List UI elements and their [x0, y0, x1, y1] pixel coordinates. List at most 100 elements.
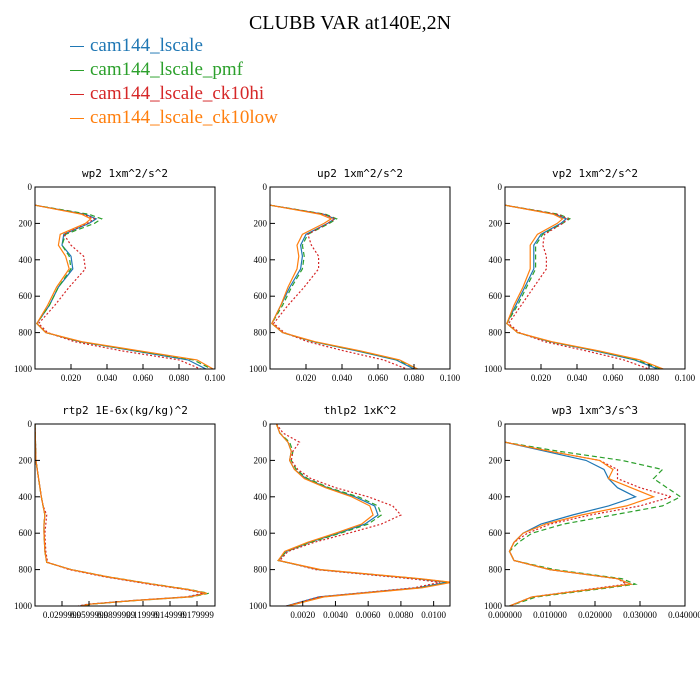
- subplot-title: up2 1xm^2/s^2: [317, 167, 403, 180]
- subplot-title: wp3 1xm^3/s^3: [552, 404, 638, 417]
- x-tick-label: 0.040: [567, 373, 588, 383]
- y-tick-label: 1000: [484, 364, 503, 374]
- y-tick-label: 400: [254, 255, 268, 265]
- y-tick-label: 400: [19, 255, 33, 265]
- plot-frame: [504, 423, 686, 607]
- plot-frame: [504, 186, 686, 370]
- legend-swatch: [70, 70, 84, 71]
- subplot-4: rtp2 1E-6x(kg/kg)^2 0 200 400 600 800 1000 0.02…: [14, 404, 216, 620]
- plot-frame: [269, 423, 451, 607]
- series-line-3: [505, 204, 650, 369]
- legend-label: cam144_lscale_pmf: [90, 59, 244, 80]
- legend-label: cam144_lscale_ck10low: [90, 107, 278, 128]
- y-tick-label: 600: [489, 291, 503, 301]
- x-tick-label: 0.0299999: [43, 610, 82, 620]
- x-tick-label: 0.030000: [623, 610, 657, 620]
- x-tick-label: 0.0599999: [70, 610, 109, 620]
- legend-swatch: [70, 118, 84, 119]
- x-tick-label: 0.020: [531, 373, 552, 383]
- x-tick-label: 0.100: [675, 373, 696, 383]
- y-tick-label: 200: [19, 455, 33, 465]
- series-line-4: [35, 424, 208, 606]
- series-line-1: [505, 204, 659, 369]
- y-tick-label: 1000: [249, 601, 268, 611]
- y-tick-label: 1000: [249, 364, 268, 374]
- x-tick-label: 0.149999: [153, 610, 187, 620]
- y-tick-label: 1000: [14, 601, 33, 611]
- y-tick-label: 0: [263, 419, 268, 429]
- x-tick-label: 0.119999: [126, 610, 160, 620]
- x-tick-label: 0.080: [639, 373, 660, 383]
- y-tick-label: 400: [489, 255, 503, 265]
- series-line-3: [270, 204, 408, 369]
- subplot-title: thlp2 1xK^2: [324, 404, 397, 417]
- x-tick-label: 0.080: [169, 373, 190, 383]
- series-line-2: [270, 204, 418, 369]
- y-tick-label: 1000: [484, 601, 503, 611]
- x-tick-label: 0.0100: [421, 610, 446, 620]
- plot-frame: [269, 186, 451, 370]
- subplot-title: wp2 1xm^2/s^2: [82, 167, 168, 180]
- y-tick-label: 200: [254, 218, 268, 228]
- y-tick-label: 0: [28, 419, 33, 429]
- subplot-2: up2 1xm^2/s^2 0 200 400 600 800 1000 0.020 0.040…: [249, 167, 461, 383]
- plot-frame: [34, 423, 216, 607]
- y-tick-label: 0: [28, 182, 33, 192]
- y-tick-label: 800: [254, 565, 268, 575]
- series-line-4: [275, 424, 450, 606]
- x-tick-label: 0.040000: [668, 610, 700, 620]
- subplot-5: thlp2 1xK^2 0 200 400 600 800 1000 0.0020 0.0040…: [249, 404, 451, 620]
- x-tick-label: 0.0899999: [97, 610, 136, 620]
- series-line-4: [35, 204, 214, 369]
- x-tick-label: 0.080: [404, 373, 425, 383]
- x-tick-label: 0.020000: [578, 610, 612, 620]
- series-line-2: [505, 441, 682, 606]
- subplot-3: vp2 1xm^2/s^2 0 200 400 600 800 1000 0.020 0.040…: [484, 167, 696, 383]
- subplot-1: wp2 1xm^2/s^2 0 200 400 600 800 1000 0.020 0.040…: [14, 167, 226, 383]
- subplot-title: rtp2 1E-6x(kg/kg)^2: [62, 404, 188, 417]
- x-tick-label: 0.179999: [180, 610, 214, 620]
- series-line-2: [35, 204, 212, 369]
- series-line-4: [270, 204, 418, 369]
- y-tick-label: 0: [498, 182, 503, 192]
- y-tick-label: 200: [19, 218, 33, 228]
- series-line-3: [276, 424, 441, 606]
- x-tick-label: 0.040: [332, 373, 353, 383]
- y-tick-label: 200: [254, 455, 268, 465]
- x-tick-label: 0.060: [133, 373, 154, 383]
- x-tick-label: 0.010000: [533, 610, 567, 620]
- series-line-3: [35, 204, 201, 369]
- chart-title: CLUBB VAR at140E,2N: [248, 12, 452, 34]
- series-line-1: [270, 204, 415, 369]
- y-tick-label: 800: [19, 565, 33, 575]
- x-tick-label: 0.0020: [290, 610, 315, 620]
- x-tick-label: 0.100: [440, 373, 461, 383]
- subplot-title: vp2 1xm^2/s^2: [552, 167, 638, 180]
- x-tick-label: 0.100: [205, 373, 226, 383]
- x-tick-label: 0.020: [61, 373, 82, 383]
- y-tick-label: 400: [489, 492, 503, 502]
- series-line-1: [35, 204, 207, 369]
- y-tick-label: 600: [489, 528, 503, 538]
- y-tick-label: 0: [498, 419, 503, 429]
- y-tick-label: 600: [19, 291, 33, 301]
- y-tick-label: 1000: [14, 364, 33, 374]
- x-tick-label: 0.000000: [488, 610, 522, 620]
- y-tick-label: 200: [489, 455, 503, 465]
- x-tick-label: 0.060: [603, 373, 624, 383]
- y-tick-label: 400: [254, 492, 268, 502]
- x-tick-label: 0.060: [368, 373, 389, 383]
- y-tick-label: 600: [19, 528, 33, 538]
- series-line-2: [505, 204, 662, 369]
- series-line-4: [505, 441, 656, 606]
- subplot-6: wp3 1xm^3/s^3 0 200 400 600 800 10000.000000 0.…: [484, 404, 700, 620]
- legend-swatch: [70, 46, 84, 47]
- series-line-3: [505, 441, 674, 606]
- y-tick-label: 800: [254, 328, 268, 338]
- y-tick-label: 600: [254, 528, 268, 538]
- y-tick-label: 800: [489, 328, 503, 338]
- y-tick-label: 800: [19, 328, 33, 338]
- y-tick-label: 600: [254, 291, 268, 301]
- legend-label: cam144_lscale: [90, 35, 203, 56]
